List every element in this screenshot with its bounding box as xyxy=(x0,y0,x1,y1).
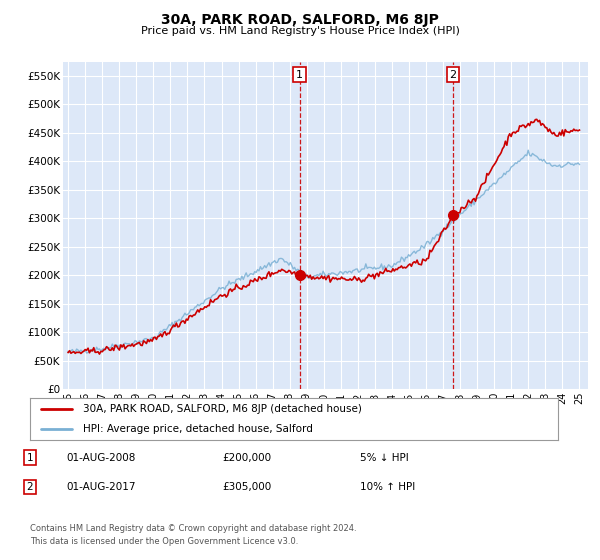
Text: 1: 1 xyxy=(26,452,34,463)
Text: 1: 1 xyxy=(296,69,303,80)
Text: 2: 2 xyxy=(449,69,457,80)
Text: 01-AUG-2008: 01-AUG-2008 xyxy=(66,452,136,463)
Text: 30A, PARK ROAD, SALFORD, M6 8JP (detached house): 30A, PARK ROAD, SALFORD, M6 8JP (detache… xyxy=(83,404,362,414)
Text: £200,000: £200,000 xyxy=(222,452,271,463)
Text: Contains HM Land Registry data © Crown copyright and database right 2024.
This d: Contains HM Land Registry data © Crown c… xyxy=(30,524,356,545)
Text: Price paid vs. HM Land Registry's House Price Index (HPI): Price paid vs. HM Land Registry's House … xyxy=(140,26,460,36)
Text: 5% ↓ HPI: 5% ↓ HPI xyxy=(360,452,409,463)
Text: 2: 2 xyxy=(26,482,34,492)
Text: 30A, PARK ROAD, SALFORD, M6 8JP: 30A, PARK ROAD, SALFORD, M6 8JP xyxy=(161,13,439,27)
Text: 01-AUG-2017: 01-AUG-2017 xyxy=(66,482,136,492)
Text: 10% ↑ HPI: 10% ↑ HPI xyxy=(360,482,415,492)
Text: £305,000: £305,000 xyxy=(222,482,271,492)
Text: HPI: Average price, detached house, Salford: HPI: Average price, detached house, Salf… xyxy=(83,424,313,434)
